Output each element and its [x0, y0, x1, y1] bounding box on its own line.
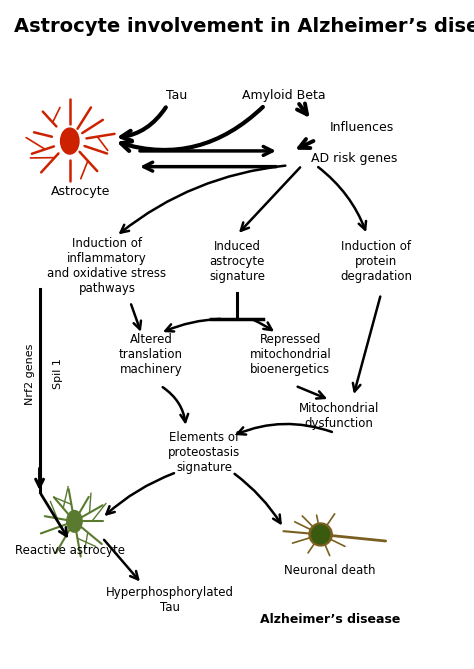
Circle shape — [67, 510, 82, 532]
Text: Repressed
mitochondrial
bioenergetics: Repressed mitochondrial bioenergetics — [249, 332, 331, 376]
Ellipse shape — [312, 525, 329, 544]
Circle shape — [61, 128, 79, 154]
Text: Astrocyte involvement in Alzheimer’s disease: Astrocyte involvement in Alzheimer’s dis… — [14, 17, 474, 35]
Text: Influences: Influences — [330, 122, 394, 134]
Text: Neuronal death: Neuronal death — [284, 564, 376, 577]
Text: Tau: Tau — [166, 89, 187, 102]
Text: Altered
translation
machinery: Altered translation machinery — [119, 332, 183, 376]
Text: Mitochondrial
dysfunction: Mitochondrial dysfunction — [299, 403, 379, 430]
Text: Hyperphosphorylated
Tau: Hyperphosphorylated Tau — [106, 586, 234, 614]
Text: Elements of
proteostasis
signature: Elements of proteostasis signature — [168, 431, 241, 474]
Text: Induction of
inflammatory
and oxidative stress
pathways: Induction of inflammatory and oxidative … — [47, 237, 166, 294]
Ellipse shape — [309, 523, 332, 546]
Text: Spil 1: Spil 1 — [53, 359, 63, 389]
Text: AD risk genes: AD risk genes — [311, 153, 398, 165]
Ellipse shape — [312, 525, 329, 544]
Text: Astrocyte: Astrocyte — [51, 185, 110, 198]
Text: Alzheimer’s disease: Alzheimer’s disease — [260, 613, 400, 626]
Text: Nrf2 genes: Nrf2 genes — [25, 343, 35, 405]
Text: Amyloid Beta: Amyloid Beta — [242, 89, 325, 102]
Text: Induced
astrocyte
signature: Induced astrocyte signature — [209, 240, 265, 282]
Text: Reactive astrocyte: Reactive astrocyte — [15, 545, 125, 557]
Text: Induction of
protein
degradation: Induction of protein degradation — [340, 240, 412, 282]
